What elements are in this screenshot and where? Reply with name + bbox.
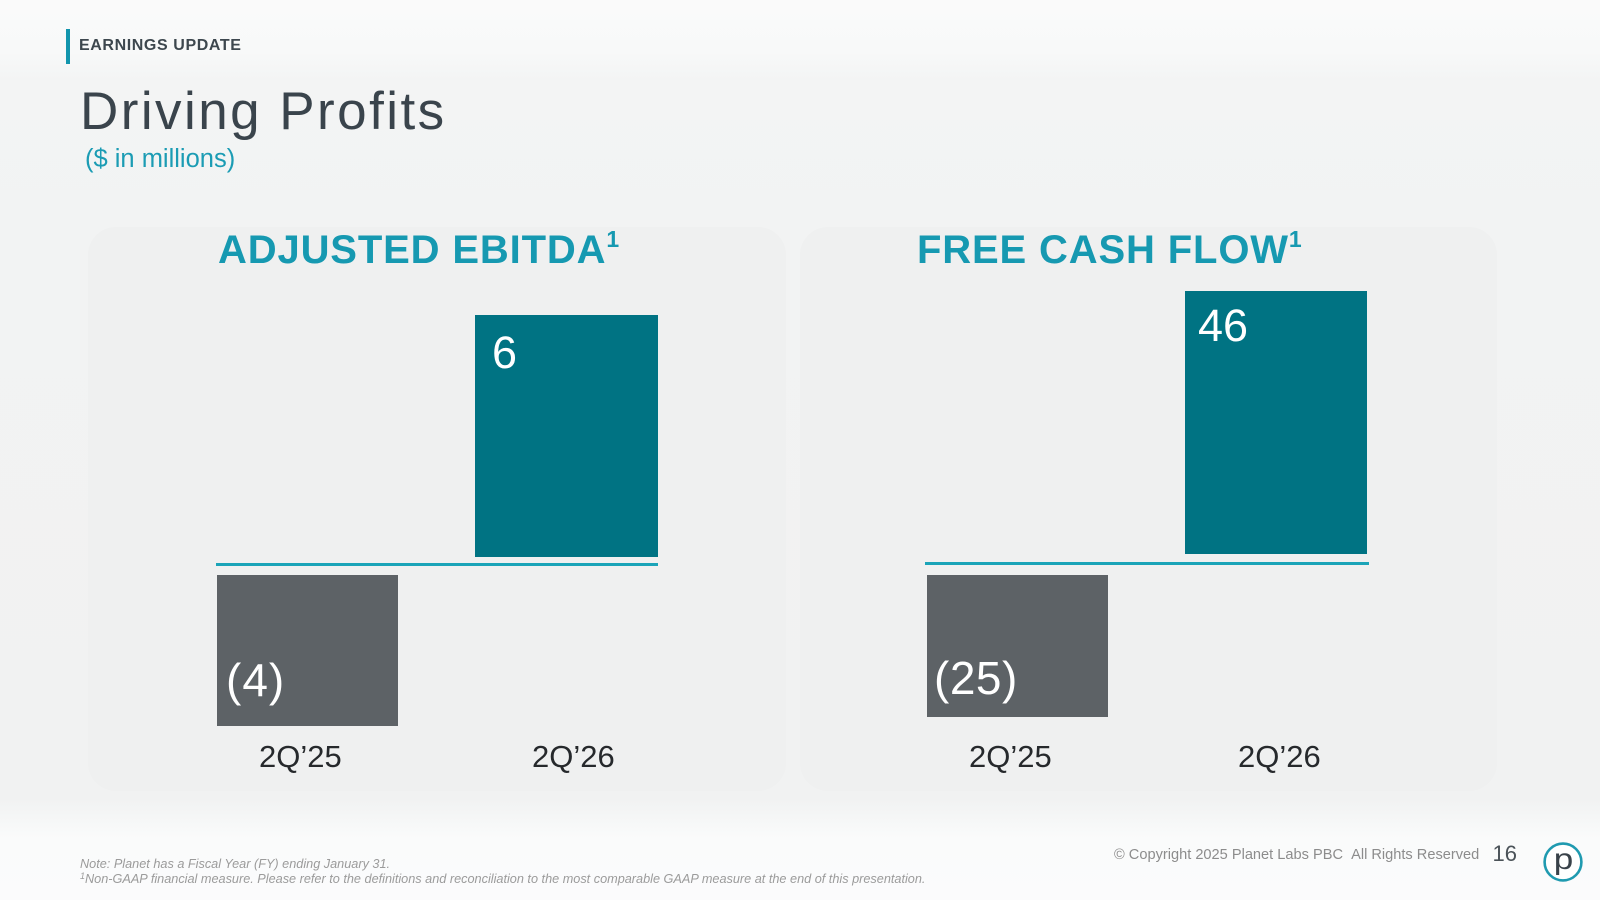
svg-text:p: p	[1554, 842, 1574, 875]
